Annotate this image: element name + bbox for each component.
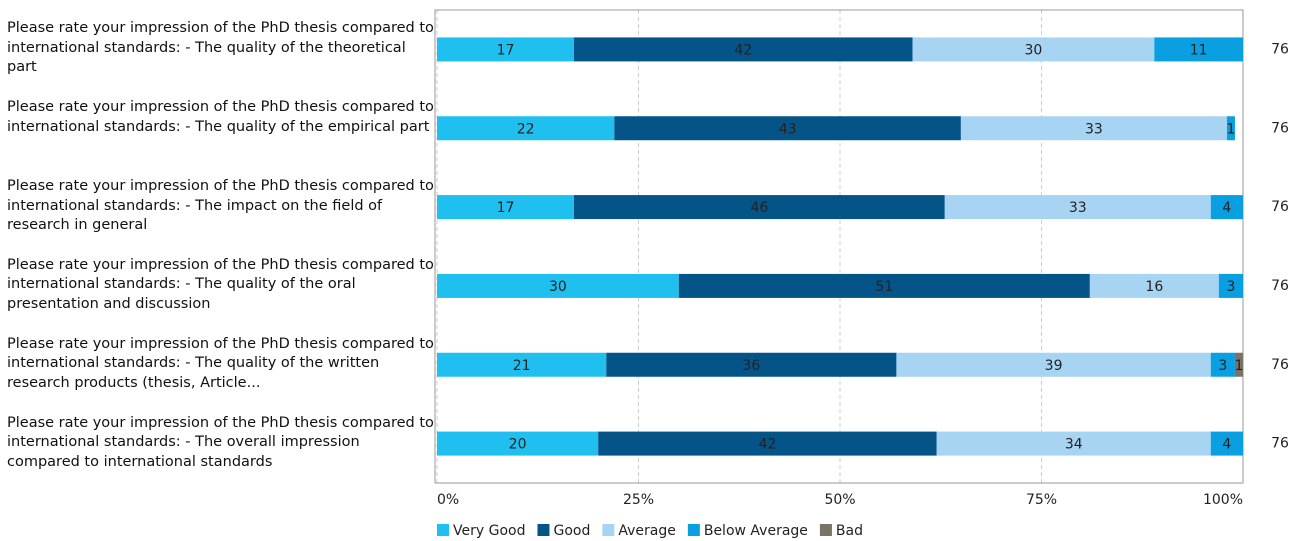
bar-segment bbox=[606, 352, 897, 377]
bar-segment bbox=[936, 431, 1211, 456]
legend-label: Good bbox=[553, 523, 590, 539]
value-label: 17 bbox=[497, 200, 515, 216]
value-label: 3 bbox=[1218, 358, 1227, 374]
legend-label: Very Good bbox=[453, 523, 525, 539]
value-label: 4 bbox=[1222, 437, 1231, 453]
n-label: 76 bbox=[1271, 357, 1289, 373]
value-label: 34 bbox=[1065, 437, 1083, 453]
bar-segment bbox=[1226, 116, 1235, 141]
n-label: 76 bbox=[1271, 278, 1289, 294]
x-tick-label: 50% bbox=[824, 492, 855, 508]
n-label: 76 bbox=[1271, 436, 1289, 452]
x-tick-label: 0% bbox=[437, 492, 459, 508]
value-label: 36 bbox=[742, 358, 760, 374]
legend-swatch bbox=[537, 524, 550, 536]
bar-segment bbox=[437, 195, 575, 220]
legend-label: Average bbox=[618, 523, 676, 539]
bar-segment bbox=[1218, 273, 1243, 298]
bar-segment bbox=[1154, 37, 1243, 62]
bar-segment bbox=[1210, 195, 1243, 220]
bar-segment bbox=[912, 37, 1155, 62]
category-label: Please rate your impression of the PhD t… bbox=[7, 335, 434, 391]
legend-label: Below Average bbox=[704, 523, 808, 539]
category-label: Please rate your impression of the PhD t… bbox=[7, 178, 434, 234]
category-label: Please rate your impression of the PhD t… bbox=[7, 20, 434, 76]
value-label: 3 bbox=[1226, 279, 1235, 295]
bar-segment bbox=[598, 431, 937, 456]
legend-swatch bbox=[687, 524, 700, 536]
bar-segment bbox=[437, 37, 575, 62]
value-label: 16 bbox=[1145, 279, 1163, 295]
value-label: 46 bbox=[750, 200, 768, 216]
bar-segment bbox=[960, 116, 1227, 141]
n-label: 76 bbox=[1271, 41, 1289, 57]
bar-segment bbox=[574, 195, 945, 220]
value-label: 33 bbox=[1085, 121, 1103, 137]
bar-segment bbox=[896, 352, 1211, 377]
bar-segment bbox=[614, 116, 961, 141]
value-label: 21 bbox=[513, 358, 531, 374]
x-tick-label: 25% bbox=[623, 492, 654, 508]
bar-segment bbox=[437, 431, 599, 456]
legend-swatch bbox=[819, 524, 832, 536]
value-label: 1 bbox=[1226, 121, 1235, 137]
value-label: 11 bbox=[1190, 42, 1208, 58]
value-label: 43 bbox=[779, 121, 797, 137]
bar-segment bbox=[1234, 352, 1243, 377]
value-label: 17 bbox=[497, 42, 515, 58]
value-label: 39 bbox=[1045, 358, 1063, 374]
category-label: Please rate your impression of the PhD t… bbox=[7, 256, 434, 312]
x-tick-label: 100% bbox=[1203, 492, 1243, 508]
n-label: 76 bbox=[1271, 199, 1289, 215]
value-label: 4 bbox=[1222, 200, 1231, 216]
bar-segment bbox=[437, 273, 679, 298]
legend-swatch bbox=[437, 524, 449, 536]
value-label: 30 bbox=[549, 279, 567, 295]
bar-segment bbox=[437, 116, 615, 141]
category-label: Please rate your impression of the PhD t… bbox=[7, 414, 434, 470]
value-label: 33 bbox=[1069, 200, 1087, 216]
bar-segment bbox=[1089, 273, 1219, 298]
value-label: 30 bbox=[1025, 42, 1043, 58]
bar-segment bbox=[1210, 352, 1235, 377]
bar-segment bbox=[944, 195, 1211, 220]
bar-segment bbox=[678, 273, 1090, 298]
value-label: 42 bbox=[734, 42, 752, 58]
value-label: 1 bbox=[1235, 358, 1244, 374]
n-label: 76 bbox=[1271, 120, 1289, 136]
x-tick-label: 75% bbox=[1026, 492, 1057, 508]
value-label: 42 bbox=[759, 437, 777, 453]
legend-label: Bad bbox=[836, 523, 863, 539]
bar-segment bbox=[1210, 431, 1243, 456]
plot-frame bbox=[434, 9, 1244, 484]
legend-swatch bbox=[602, 524, 615, 536]
bar-segment bbox=[437, 352, 607, 377]
value-label: 51 bbox=[875, 279, 893, 295]
bar-segment bbox=[574, 37, 913, 62]
value-label: 20 bbox=[509, 437, 527, 453]
category-label: Please rate your impression of the PhD t… bbox=[7, 99, 434, 135]
value-label: 22 bbox=[517, 121, 535, 137]
